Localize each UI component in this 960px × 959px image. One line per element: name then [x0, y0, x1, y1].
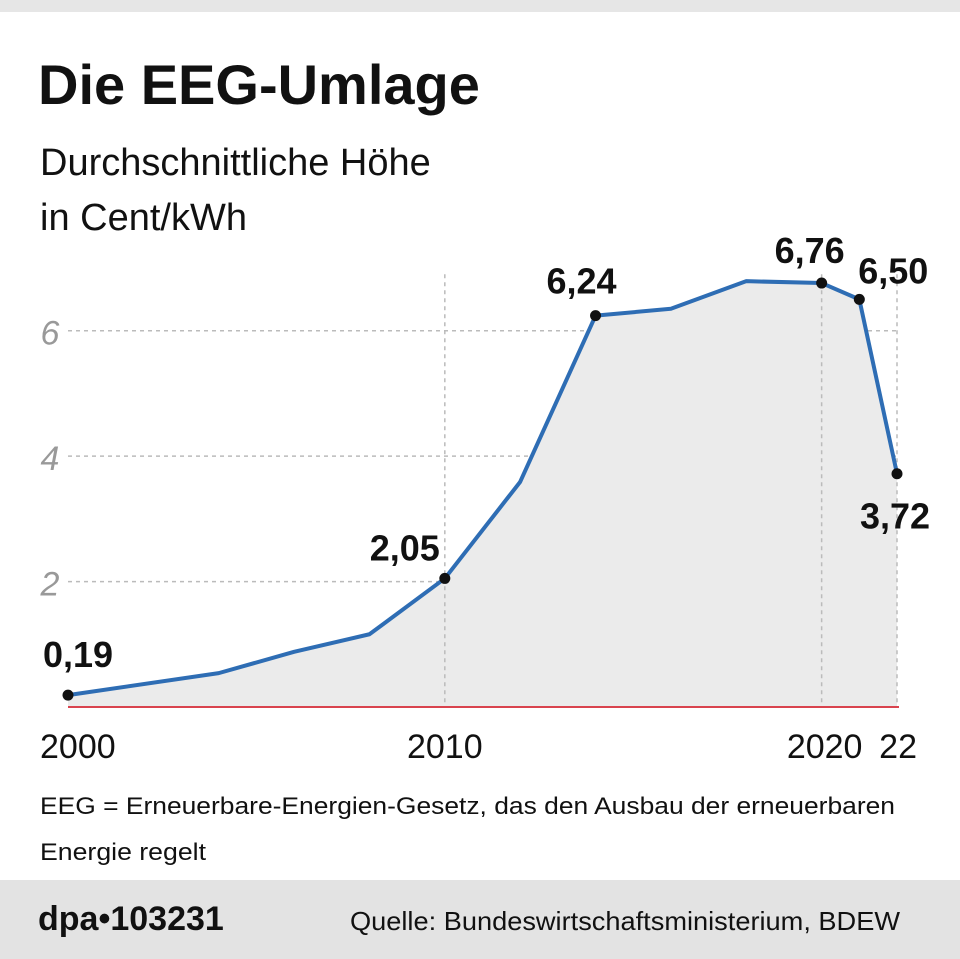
point	[891, 468, 903, 480]
x-tick-label: 2020	[787, 728, 863, 766]
subtitle: in Cent/kWh	[40, 197, 247, 239]
agency: dpa•103231	[38, 900, 224, 938]
data-label: 6,50	[858, 250, 928, 291]
point	[62, 689, 74, 701]
footer-band	[0, 880, 960, 959]
footnote: EEG = Erneuerbare-Energien-Gesetz, das d…	[40, 793, 895, 820]
y-tick-label: 4	[41, 440, 60, 478]
point	[853, 293, 865, 305]
line	[67, 279, 899, 698]
footnote: Energie regelt	[40, 839, 206, 866]
x-tick-label: 22	[879, 728, 917, 766]
chart-title: Die EEG-Umlage	[38, 53, 480, 116]
data-label: 2,05	[370, 527, 440, 568]
subtitle: Durchschnittliche Höhe	[40, 142, 431, 184]
x-tick-label: 2010	[407, 728, 483, 766]
y-tick-label: 2	[40, 566, 60, 604]
data-label: 3,72	[860, 496, 930, 537]
point	[439, 572, 451, 584]
x-tick-label: 2000	[40, 728, 116, 766]
data-label: 6,24	[547, 261, 617, 302]
point	[816, 277, 828, 289]
data-label: 0,19	[43, 634, 113, 675]
point	[590, 310, 602, 322]
area	[68, 281, 897, 707]
source: Quelle: Bundeswirtschaftsministerium, BD…	[350, 906, 900, 936]
y-tick-label: 6	[41, 315, 60, 353]
data-label: 6,76	[775, 230, 845, 271]
top-band	[0, 0, 960, 12]
